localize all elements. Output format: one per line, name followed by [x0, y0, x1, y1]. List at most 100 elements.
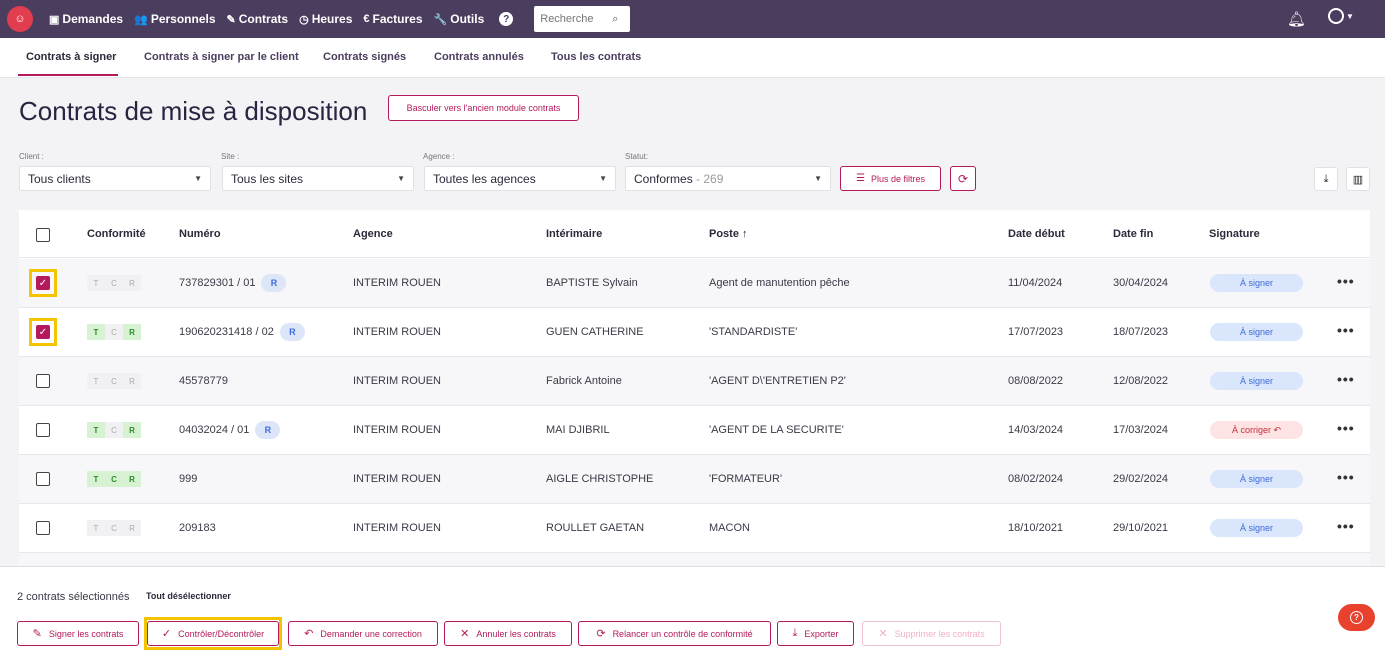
row-actions-menu-icon[interactable]: ••• [1337, 273, 1355, 289]
tab-contrats-a-signer-client[interactable]: Contrats à signer par le client [144, 51, 299, 63]
help-chat-button[interactable]: ? [1338, 604, 1375, 631]
nav-item-demandes[interactable]: ▣ Demandes [49, 12, 123, 26]
numero-cell[interactable]: 209183 [179, 522, 216, 534]
signature-status-badge[interactable]: À signer [1210, 519, 1303, 537]
table-row[interactable]: T C R 209183 INTERIM ROUEN ROULLET GAETAN MACO… [19, 504, 1370, 553]
select-all-checkbox[interactable] [36, 228, 50, 242]
nav-item-outils[interactable]: 🔧 Outils [434, 12, 485, 26]
action-highlight [144, 617, 282, 650]
date-debut-cell: 08/08/2022 [1008, 375, 1064, 387]
main-nav: ▣ Demandes 👥 Personnels ✎ Contrats ◷ Heures € Fac… [49, 12, 495, 26]
poste-cell: MACON [709, 522, 750, 534]
action-contr-ler-d-contr-ler-button[interactable]: ✓ Contrôler/Décontrôler [147, 621, 279, 646]
tab-contrats-annules[interactable]: Contrats annulés [434, 51, 524, 63]
interimaire-cell: ROULLET GAETAN [546, 522, 645, 534]
row-actions-menu-icon[interactable]: ••• [1337, 469, 1355, 485]
header-poste[interactable]: Poste ↑ [709, 228, 748, 240]
row-checkbox[interactable] [36, 374, 50, 388]
row-checkbox[interactable] [36, 472, 50, 486]
table-row[interactable]: ✓ T C R 190620231418 / 02 R INTERIM ROUEN GUEN … [19, 308, 1370, 357]
agence-cell: INTERIM ROUEN [353, 424, 441, 436]
signature-status-badge[interactable]: À signer [1210, 372, 1303, 390]
table-row[interactable]: ✓ T C R 737829301 / 01 R INTERIM ROUEN BAPTISTE… [19, 259, 1370, 308]
action-exporter-button[interactable]: ⤓ Exporter [777, 621, 854, 646]
tab-contrats-signes[interactable]: Contrats signés [323, 51, 407, 63]
top-navbar: ☺ ▣ Demandes 👥 Personnels ✎ Contrats ◷ Heures € F… [0, 0, 1385, 38]
action-annuler-les-contrats-button[interactable]: ✕ Annuler les contrats [444, 621, 572, 646]
action-relancer-un-contr-le-de-conformit-button[interactable]: ⟳ Relancer un contrôle de conformité [578, 621, 771, 646]
row-checkbox[interactable] [36, 521, 50, 535]
statut-select[interactable]: Conformes - 269 ▼ [625, 166, 831, 191]
search-input[interactable] [540, 13, 609, 25]
user-menu[interactable]: ▼ [1328, 8, 1354, 24]
download-button[interactable]: ⤓ [1314, 167, 1338, 191]
header-date-fin[interactable]: Date fin [1113, 228, 1154, 240]
action-demander-une-correction-button[interactable]: ↶ Demander une correction [288, 621, 438, 646]
header-date-debut[interactable]: Date début [1008, 228, 1065, 240]
interimaire-cell: BAPTISTE Sylvain [546, 277, 638, 289]
header-interimaire[interactable]: Intérimaire [546, 228, 603, 240]
signature-status-badge[interactable]: À signer [1210, 323, 1303, 341]
nav-item-factures[interactable]: € Factures [363, 12, 422, 26]
client-select[interactable]: Tous clients ▼ [19, 166, 211, 191]
renewal-badge: R [279, 323, 305, 341]
agence-cell: INTERIM ROUEN [353, 375, 441, 387]
agence-cell: INTERIM ROUEN [353, 473, 441, 485]
table-row[interactable]: T C R 45578779 INTERIM ROUEN Fabrick Antoine '… [19, 357, 1370, 406]
header-numero[interactable]: Numéro [179, 228, 221, 240]
header-conformite[interactable]: Conformité [87, 228, 146, 240]
table-row[interactable]: T C R 04032024 / 01 R INTERIM ROUEN MAI DJIBRI… [19, 406, 1370, 455]
action-label: Signer les contrats [48, 628, 124, 639]
row-actions-menu-icon[interactable]: ••• [1337, 371, 1355, 387]
agence-select[interactable]: Toutes les agences ▼ [424, 166, 616, 191]
nav-item-heures[interactable]: ◷ Heures [299, 12, 352, 26]
nav-item-personnels[interactable]: 👥 Personnels [134, 12, 215, 26]
check-icon: ✓ [161, 628, 172, 640]
header-signature[interactable]: Signature [1209, 228, 1260, 240]
signature-status-badge[interactable]: À signer [1210, 274, 1303, 292]
header-agence[interactable]: Agence [353, 228, 393, 240]
row-checkbox[interactable] [36, 423, 50, 437]
tab-contrats-a-signer[interactable]: Contrats à signer [26, 51, 117, 63]
row-actions-menu-icon[interactable]: ••• [1337, 322, 1355, 338]
action-supprimer-les-contrats-button[interactable]: ✕ Supprimer les contrats [862, 621, 1001, 646]
reset-filters-button[interactable]: ⟳ [950, 166, 976, 191]
row-actions-menu-icon[interactable]: ••• [1337, 518, 1355, 534]
table-row[interactable] [19, 553, 1370, 570]
conformity-flag: T [87, 422, 105, 438]
table-row[interactable]: T C R 999 INTERIM ROUEN AIGLE CHRISTOPHE 'FORM… [19, 455, 1370, 504]
numero-cell[interactable]: 999 [179, 473, 197, 485]
numero-cell[interactable]: 190620231418 / 02 R [179, 323, 305, 341]
signature-status-badge[interactable]: À signer [1210, 470, 1303, 488]
help-icon[interactable]: ? [499, 12, 514, 26]
numero-cell[interactable]: 04032024 / 01 R [179, 421, 281, 439]
row-checkbox[interactable]: ✓ [36, 325, 50, 339]
numero-cell[interactable]: 737829301 / 01 R [179, 274, 287, 292]
user-avatar-icon[interactable] [1328, 8, 1344, 24]
numero-cell[interactable]: 45578779 [179, 375, 228, 387]
chevron-down-icon: ▼ [1346, 11, 1354, 21]
search-box[interactable]: ⌕ [534, 6, 631, 32]
row-checkbox[interactable]: ✓ [36, 276, 50, 290]
interimaire-cell: AIGLE CHRISTOPHE [546, 473, 654, 485]
action-signer-les-contrats-button[interactable]: ✎ Signer les contrats [17, 621, 139, 646]
notification-bell-icon[interactable]: 🔔︎ [1287, 11, 1307, 28]
app-logo-icon[interactable]: ☺ [7, 6, 33, 32]
tab-tous-les-contrats[interactable]: Tous les contrats [551, 51, 642, 63]
selection-action-bar: 2 contrats sélectionnés Tout désélection… [0, 566, 1385, 653]
deselect-all-link[interactable]: Tout désélectionner [146, 591, 231, 601]
nav-item-contrats[interactable]: ✎ Contrats [227, 12, 289, 26]
old-module-button[interactable]: Basculer vers l'ancien module contrats [388, 95, 579, 121]
signature-status-badge[interactable]: À corriger ↶ [1210, 421, 1303, 439]
columns-button[interactable]: ▥ [1346, 167, 1370, 191]
more-filters-button[interactable]: ☰ Plus de filtres [840, 166, 941, 191]
numero-value: 190620231418 / 02 [179, 325, 274, 338]
site-select[interactable]: Tous les sites ▼ [222, 166, 414, 191]
renewal-badge: R [255, 421, 281, 439]
row-actions-menu-icon[interactable]: ••• [1337, 420, 1355, 436]
interimaire-cell: GUEN CATHERINE [546, 326, 644, 338]
search-icon[interactable]: ⌕ [612, 12, 619, 25]
action-label: Supprimer les contrats [894, 628, 985, 639]
conformity-flag: T [87, 373, 105, 389]
